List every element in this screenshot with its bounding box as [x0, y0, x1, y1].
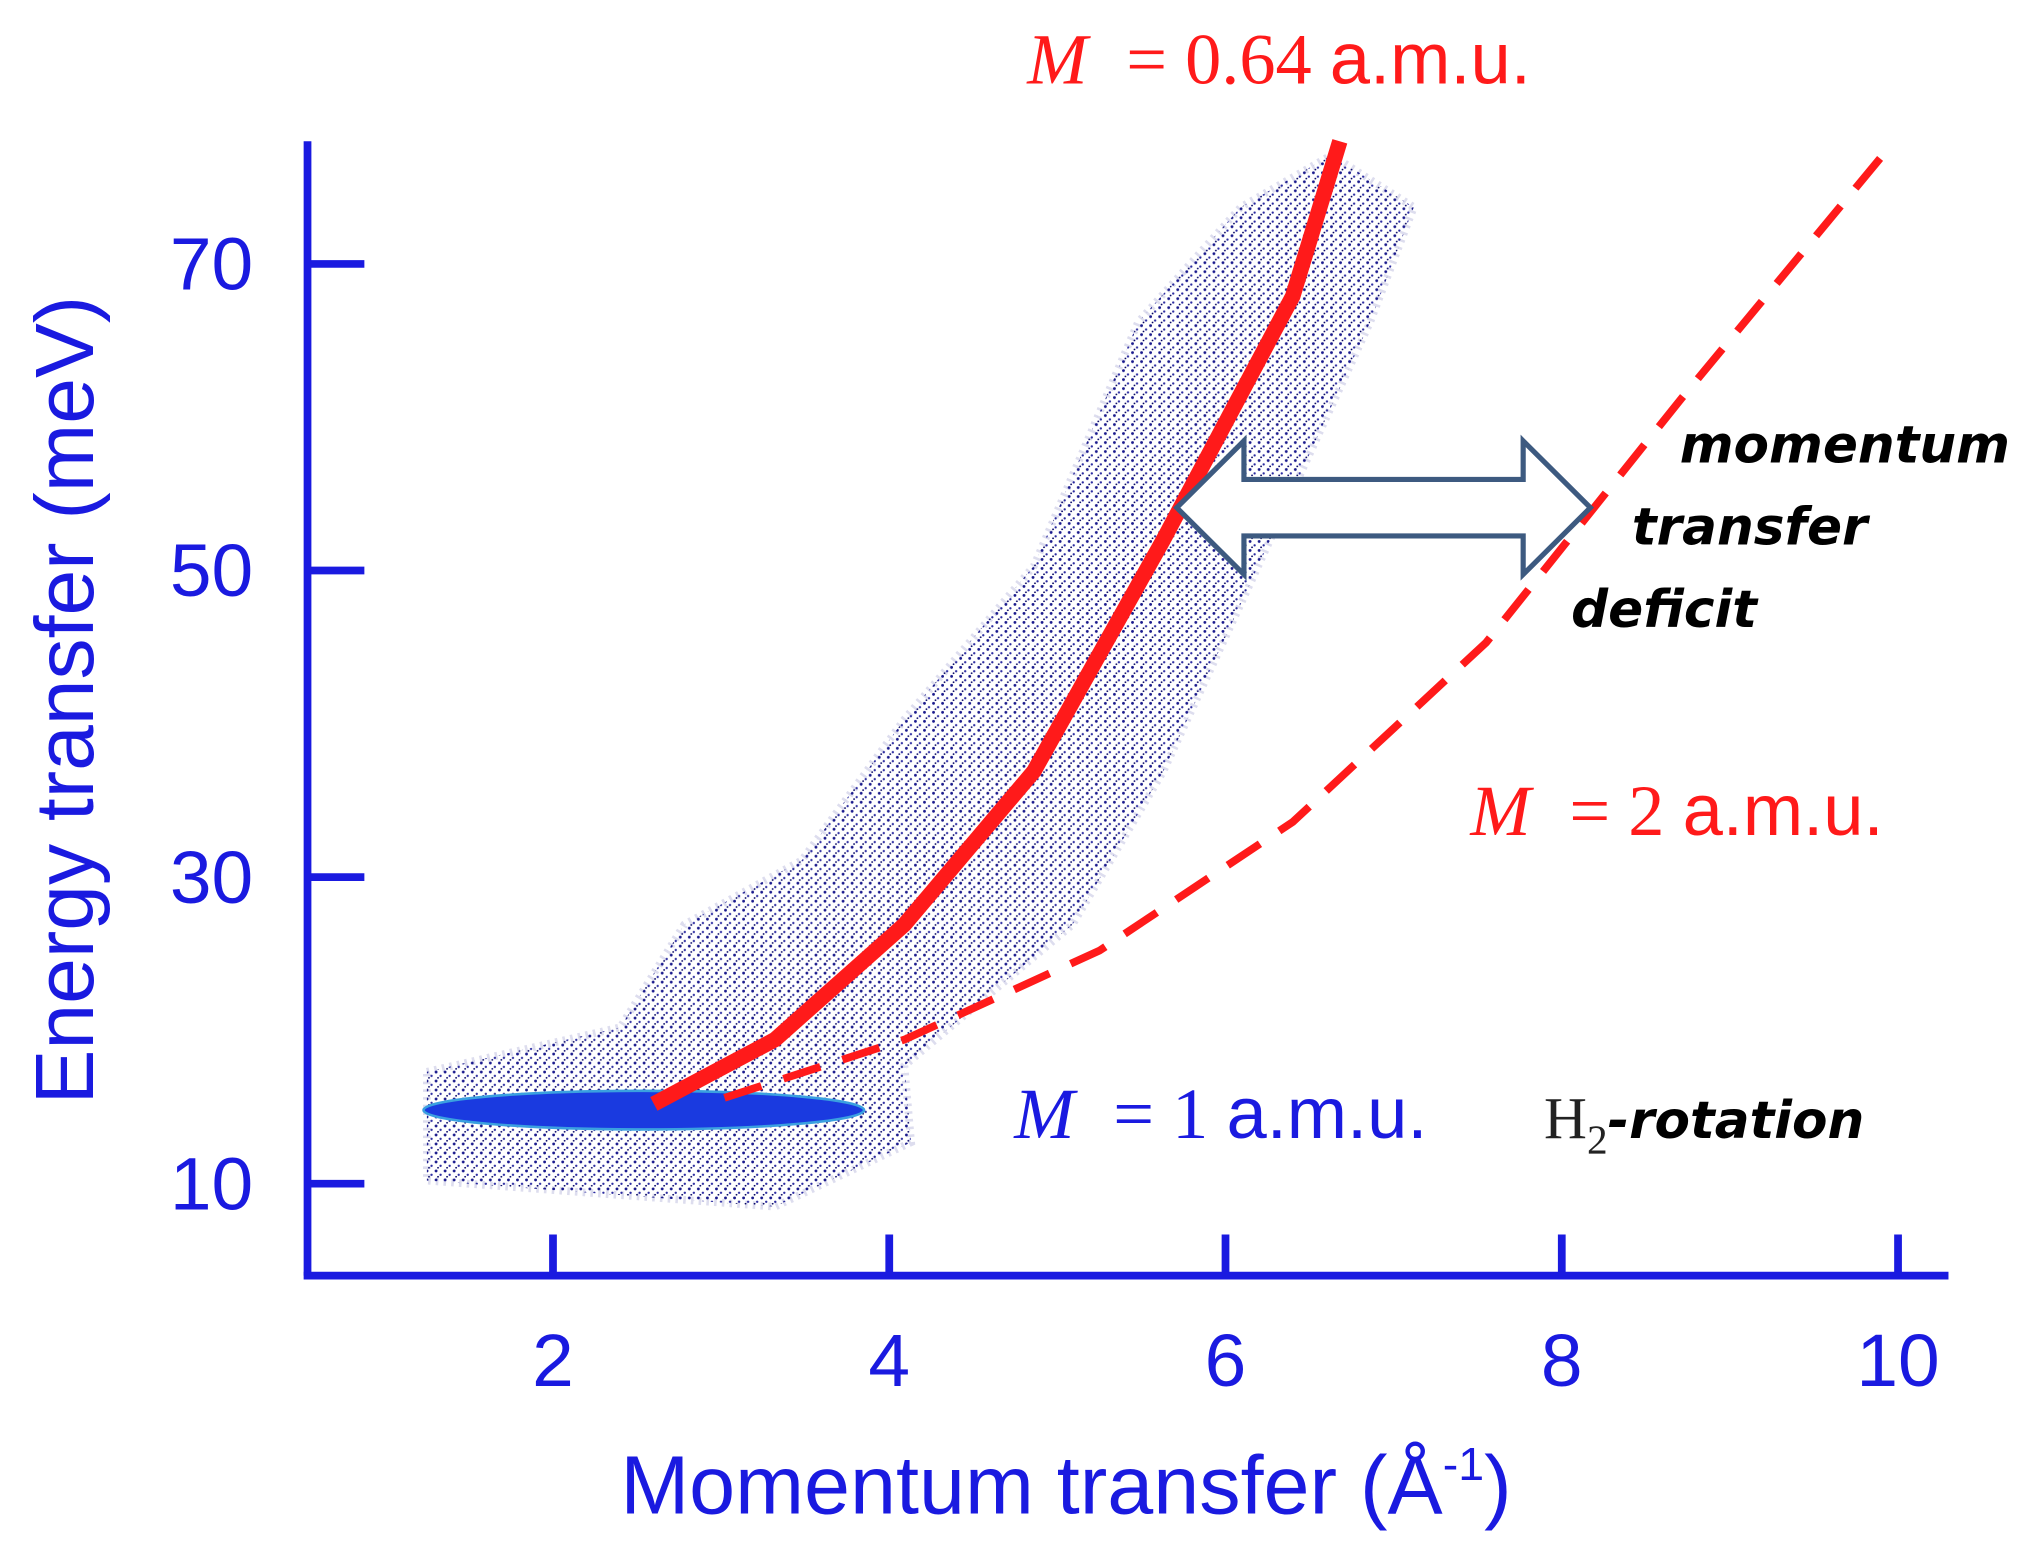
- deficit-line: deficit: [1571, 580, 1759, 640]
- y-tick-label: 30: [170, 835, 253, 919]
- y-tick-label: 70: [170, 222, 253, 306]
- series-line: [650, 139, 1348, 1111]
- scatter-cloud: [423, 150, 1419, 1211]
- x-tick-label: 10: [1856, 1318, 1939, 1402]
- h2-rest: -rotation: [1608, 1091, 1865, 1151]
- label-symbol: M: [1013, 1074, 1078, 1154]
- label-symbol: M: [1026, 20, 1091, 100]
- h2-base: H: [1544, 1085, 1587, 1151]
- label-m064: M = 0.64 a.m.u.: [1026, 20, 1531, 100]
- label-eq: = 0.64: [1126, 20, 1311, 100]
- label-m2: M = 2 a.m.u.: [1469, 771, 1883, 851]
- deficit-line: transfer: [1632, 498, 1871, 558]
- x-tick-label: 8: [1541, 1318, 1583, 1402]
- h2-ellipse: [422, 1089, 866, 1131]
- label-h2: H2-rotation: [1544, 1085, 1864, 1162]
- series-line: [723, 146, 1891, 1102]
- label-unit: a.m.u.: [1683, 771, 1884, 851]
- label-m1: M = 1 a.m.u.: [1013, 1074, 1427, 1154]
- x-label-main: Momentum transfer (Å: [620, 1440, 1442, 1532]
- deficit-line: momentum: [1680, 416, 2010, 476]
- x-axis-label: Momentum transfer (Å-1): [620, 1438, 1511, 1531]
- y-axis-label: Energy transfer (meV): [19, 296, 111, 1105]
- x-tick-label: 4: [868, 1318, 910, 1402]
- x-label-sup: -1: [1443, 1438, 1484, 1490]
- y-tick-label: 50: [170, 528, 253, 612]
- y-tick-label: 10: [170, 1142, 253, 1226]
- label-unit: a.m.u.: [1226, 1074, 1427, 1154]
- double-arrow: [1173, 434, 1595, 581]
- x-tick-label: 2: [532, 1318, 574, 1402]
- h2-sub: 2: [1587, 1117, 1608, 1163]
- x-label-end: ): [1484, 1440, 1512, 1532]
- label-eq: = 2: [1569, 771, 1664, 851]
- x-tick-label: 6: [1205, 1318, 1247, 1402]
- label-symbol: M: [1469, 771, 1534, 851]
- label-eq: = 1: [1113, 1074, 1208, 1154]
- label-unit: a.m.u.: [1330, 20, 1531, 100]
